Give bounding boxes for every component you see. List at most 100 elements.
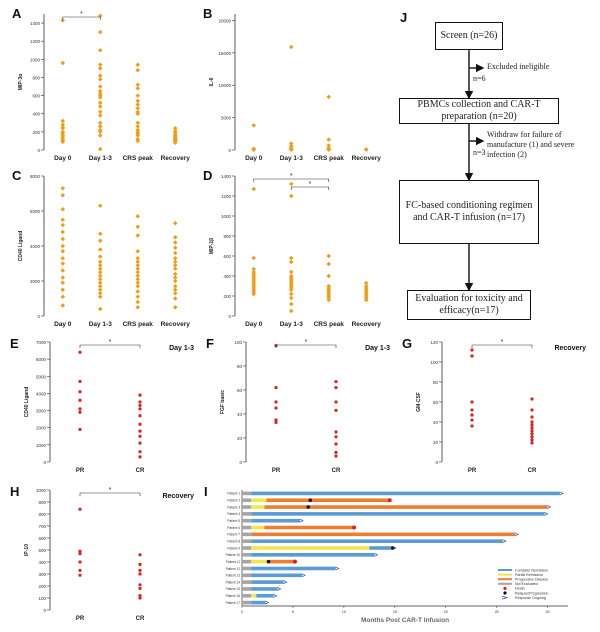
data-point	[288, 308, 294, 314]
death-marker	[387, 498, 392, 503]
relapse-marker	[306, 505, 311, 509]
data-point	[251, 186, 257, 192]
chart-i-swimmer: 0 5 10 15 20 25 30 Months Post CAR-T Infusion Pa…	[226, 490, 568, 624]
x-tick-label: Recovery	[352, 321, 382, 328]
significance-bracket	[79, 492, 141, 496]
patient-label: Patient 4	[227, 512, 240, 516]
legend-swatch	[501, 595, 509, 600]
data-point	[135, 224, 141, 230]
data-point	[60, 280, 66, 286]
data-point	[135, 67, 141, 73]
patient-label: Patient 11	[226, 560, 240, 564]
bar-segment	[251, 593, 257, 598]
bar-segment	[251, 566, 336, 571]
x-tick-label: Day 1-3	[280, 155, 304, 162]
data-point	[60, 303, 66, 308]
bar-not-evaluated	[242, 518, 252, 523]
data-point	[288, 295, 294, 301]
x-tick-label: Day 1-3	[89, 321, 113, 328]
data-point	[60, 236, 66, 242]
data-point	[470, 413, 474, 417]
data-point	[363, 147, 369, 152]
y-tick-label: 1200	[30, 39, 41, 44]
bar-segment	[268, 559, 295, 564]
data-point	[274, 400, 278, 404]
significance-label: *	[305, 339, 308, 346]
y-tick-label: 200	[38, 584, 46, 589]
y-tick-label: 600	[38, 536, 46, 541]
bar-segment	[251, 553, 375, 557]
y-tick-label: 60	[433, 400, 439, 405]
y-tick-label: 0	[228, 148, 231, 153]
significance-label: *	[109, 487, 112, 494]
data-point	[97, 95, 103, 100]
patient-label: Patient 13	[226, 574, 241, 578]
data-point	[172, 290, 178, 296]
data-point	[530, 438, 534, 442]
data-point	[530, 415, 534, 419]
y-tick-label: 8000	[30, 174, 41, 179]
data-point	[138, 572, 142, 576]
y-tick-label: 20000	[218, 18, 231, 23]
data-point	[172, 220, 178, 226]
flow-n3-label: n=3	[473, 148, 486, 157]
x-tick-label: Recovery	[161, 155, 191, 162]
legend-label: Partial Remission	[515, 573, 543, 577]
data-point	[470, 418, 474, 422]
bar-segment	[251, 518, 301, 523]
patient-label: Patient 9	[227, 546, 240, 550]
data-point	[334, 442, 338, 446]
data-point	[97, 306, 103, 312]
y-tick-label: 300	[38, 572, 46, 577]
y-tick-label: 5000	[221, 116, 232, 121]
data-point	[97, 133, 103, 138]
y-tick-label: 1200	[221, 194, 232, 199]
data-point	[97, 73, 103, 78]
panel-letter-e: E	[10, 336, 19, 351]
bar-not-evaluated	[242, 532, 252, 537]
x-tick-label: 0	[241, 610, 243, 614]
data-point	[97, 124, 103, 129]
flowchart-arrows	[464, 50, 485, 292]
ongoing-arrow	[265, 600, 270, 605]
data-point	[326, 253, 332, 259]
bar-segment	[266, 498, 390, 503]
data-point	[97, 29, 103, 35]
data-point	[97, 231, 103, 237]
y-tick-label: 4000	[36, 391, 47, 396]
x-tick-label: PR	[76, 468, 85, 474]
data-point	[78, 379, 82, 384]
data-point	[135, 138, 141, 144]
significance-label: *	[109, 339, 112, 346]
ongoing-arrow	[335, 566, 340, 571]
x-tick-label: PR	[272, 468, 281, 474]
x-tick-label: Day 0	[245, 155, 263, 162]
chart-g: 0 20 40 60 80 100 120 GM-CSF PR CR Recovery *	[416, 339, 586, 474]
data-point	[138, 441, 142, 445]
data-point	[78, 390, 82, 394]
data-point	[138, 568, 142, 572]
y-tick-label: 6000	[30, 209, 41, 214]
data-point	[288, 255, 294, 261]
data-point	[135, 93, 141, 98]
y-tick-label: 500	[38, 548, 46, 553]
data-point	[60, 118, 66, 124]
ongoing-arrow	[502, 539, 507, 543]
data-point	[470, 424, 474, 428]
significance-bracket	[290, 186, 330, 190]
data-point	[530, 408, 534, 412]
significance-bracket	[79, 344, 141, 348]
ongoing-arrow	[544, 512, 549, 516]
data-point	[97, 109, 103, 115]
data-point	[138, 455, 142, 459]
x-tick-label: Day 1-3	[89, 155, 113, 162]
bar-not-evaluated	[242, 546, 252, 550]
y-axis-label: IL-6	[209, 77, 215, 86]
relapse-marker	[308, 498, 313, 503]
data-point	[60, 206, 66, 212]
patient-label: Patient 7	[227, 533, 240, 537]
data-point	[288, 269, 294, 275]
data-point	[326, 94, 332, 100]
legend-label: Relapse/Progression	[515, 591, 548, 595]
x-tick-label: Day 0	[245, 321, 263, 328]
